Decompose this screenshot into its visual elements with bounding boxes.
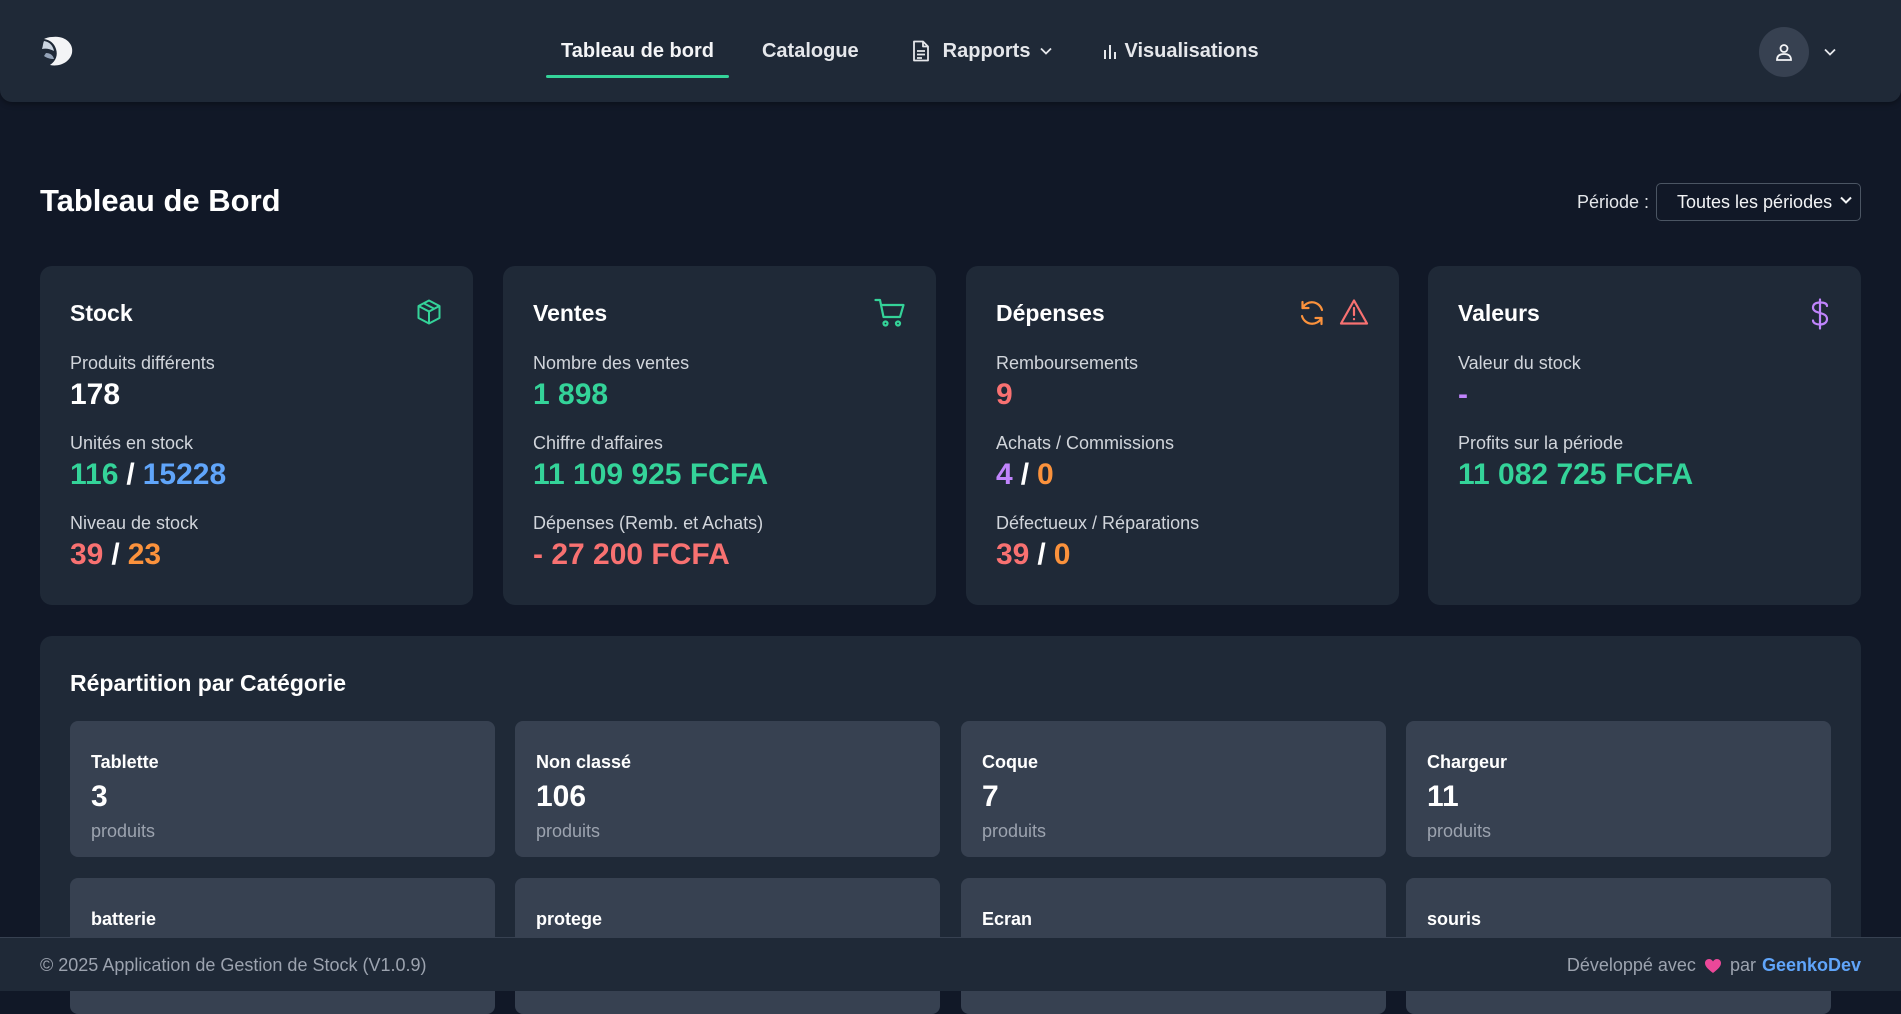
category-card[interactable]: Tablette 3 produits (70, 721, 495, 857)
units-label: Unités en stock (70, 433, 194, 453)
category-count: 3 (91, 780, 108, 813)
defects-label: Défectueux / Réparations (996, 513, 1200, 533)
category-name: Tablette (91, 752, 159, 772)
main-nav: Tableau de bord Catalogue Rapports Visua… (546, 0, 1274, 102)
dollar-icon (1811, 298, 1829, 330)
revenue-label: Chiffre d'affaires (533, 433, 663, 453)
category-name: Chargeur (1427, 752, 1508, 772)
commissions-count: 0 (1037, 458, 1054, 491)
sales-count-label: Nombre des ventes (533, 353, 690, 373)
category-unit: produits (536, 821, 601, 841)
bar-chart-icon (1104, 45, 1117, 59)
purchases-value: 4/0 (996, 458, 1054, 491)
category-count: 106 (536, 780, 587, 813)
sales-card: Ventes Nombre des ventes 1 898 Chiffre d… (503, 266, 936, 605)
category-name: Non classé (536, 752, 632, 772)
copyright-text: © 2025 Application de Gestion de Stock (… (40, 955, 427, 975)
chevron-down-icon (1040, 47, 1053, 55)
card-title: Ventes (533, 300, 608, 326)
section-title: Répartition par Catégorie (70, 670, 347, 696)
level-low: 39 (70, 538, 104, 571)
category-name: protege (536, 909, 603, 929)
user-icon (1776, 44, 1792, 61)
values-card: Valeurs Valeur du stock - Profits sur la… (1428, 266, 1861, 605)
period-select[interactable]: Toutes les périodes (1656, 183, 1861, 221)
refresh-icon (1300, 300, 1324, 326)
nav-link-reports-label: Rapports (942, 39, 1031, 62)
nav-link-catalogue[interactable]: Catalogue (747, 0, 874, 102)
footer: © 2025 Application de Gestion de Stock (… (0, 937, 1901, 991)
nav-link-catalogue-label: Catalogue (761, 39, 859, 62)
purchases-count: 4 (996, 458, 1013, 491)
page-title: Tableau de Bord (40, 183, 281, 218)
category-name: Coque (982, 752, 1038, 772)
document-icon (912, 40, 929, 62)
category-name: batterie (91, 909, 157, 929)
card-title: Valeurs (1458, 300, 1540, 326)
expenses-card: Dépenses Remboursements 9 Achats / Commi… (966, 266, 1399, 605)
units-value: 116/15228 (70, 458, 227, 491)
category-name: Ecran (982, 909, 1033, 929)
category-breakdown-panel: Répartition par Catégorie Tablette 3 pro… (40, 636, 1861, 1014)
defects-count: 39 (996, 538, 1030, 571)
repairs-count: 0 (1053, 538, 1071, 571)
developer-credit: Développé avec par GeenkoDev (1567, 955, 1861, 976)
box-icon (417, 299, 441, 325)
period-select-value: Toutes les périodes (1677, 191, 1833, 212)
stock-card: Stock Produits différents 178 Unités en … (40, 266, 473, 605)
nav-link-visualisations[interactable]: Visualisations (1087, 0, 1273, 102)
developer-prefix: Développé avec (1566, 955, 1696, 975)
category-unit: produits (91, 821, 156, 841)
units-in-stock: 116 (70, 458, 119, 491)
chevron-down-icon[interactable] (1824, 48, 1836, 56)
cart-icon (874, 298, 905, 327)
developer-by: par (1729, 955, 1756, 975)
category-card[interactable]: Coque 7 produits (961, 721, 1386, 857)
period-label: Période : (1577, 192, 1650, 212)
card-title: Dépenses (996, 300, 1105, 326)
nav-link-dashboard-label: Tableau de bord (561, 39, 714, 62)
user-menu[interactable] (1759, 27, 1836, 77)
heart-icon (1704, 958, 1721, 973)
nav-link-visualisations-label: Visualisations (1124, 39, 1259, 62)
level-label: Niveau de stock (70, 513, 199, 533)
profits-value: 11 082 725 FCFA (1458, 458, 1694, 491)
stock-value-label: Valeur du stock (1458, 353, 1581, 373)
products-label: Produits différents (70, 353, 215, 373)
chevron-down-icon (1840, 196, 1852, 204)
avatar[interactable] (1759, 27, 1809, 77)
sales-expenses-value: - 27 200 FCFA (533, 538, 730, 571)
refunds-value: 9 (996, 378, 1013, 411)
profits-label: Profits sur la période (1458, 433, 1624, 453)
category-card[interactable]: Chargeur 11 produits (1406, 721, 1831, 857)
products-value: 178 (70, 378, 121, 411)
nav-link-dashboard[interactable]: Tableau de bord (546, 0, 729, 102)
refunds-label: Remboursements (996, 353, 1139, 373)
logo-icon[interactable] (38, 31, 78, 71)
nav-link-reports[interactable]: Rapports (896, 0, 1068, 102)
developer-link[interactable]: GeenkoDev (1761, 955, 1861, 975)
sales-count-value: 1 898 (533, 378, 609, 411)
units-total: 15228 (142, 458, 227, 491)
category-count: 11 (1427, 780, 1459, 813)
stock-value: - (1458, 378, 1468, 411)
category-unit: produits (982, 821, 1047, 841)
level-warning: 23 (127, 538, 162, 571)
sales-expenses-label: Dépenses (Remb. et Achats) (533, 513, 764, 533)
category-count: 7 (982, 780, 999, 813)
category-unit: produits (1427, 821, 1492, 841)
purchases-label: Achats / Commissions (996, 433, 1175, 453)
defects-value: 39/0 (996, 538, 1071, 571)
warning-icon (1339, 299, 1369, 325)
revenue-value: 11 109 925 FCFA (533, 458, 769, 491)
top-navbar: Tableau de bord Catalogue Rapports Visua… (0, 0, 1901, 102)
category-name: souris (1427, 909, 1482, 929)
level-value: 39/23 (70, 538, 162, 571)
category-card[interactable]: Non classé 106 produits (515, 721, 940, 857)
card-title: Stock (70, 300, 133, 326)
